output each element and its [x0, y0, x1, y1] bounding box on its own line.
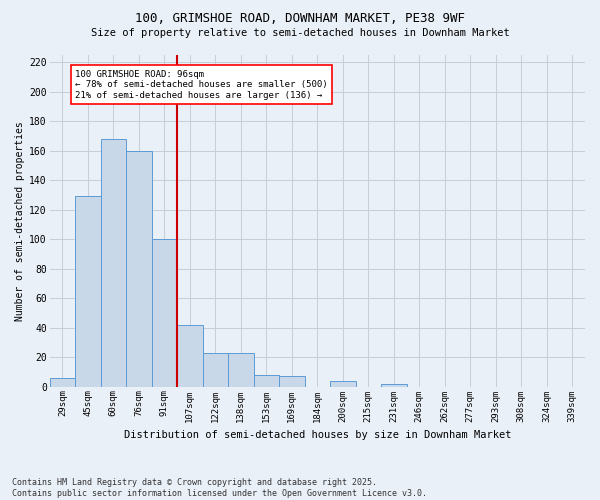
- Text: Size of property relative to semi-detached houses in Downham Market: Size of property relative to semi-detach…: [91, 28, 509, 38]
- Bar: [152, 239, 177, 386]
- Bar: [177, 324, 203, 386]
- Bar: [330, 380, 356, 386]
- Bar: [101, 139, 126, 386]
- Y-axis label: Number of semi-detached properties: Number of semi-detached properties: [15, 121, 25, 320]
- Bar: [126, 151, 152, 386]
- Bar: [279, 376, 305, 386]
- Bar: [50, 378, 75, 386]
- X-axis label: Distribution of semi-detached houses by size in Downham Market: Distribution of semi-detached houses by …: [124, 430, 511, 440]
- Bar: [381, 384, 407, 386]
- Text: 100, GRIMSHOE ROAD, DOWNHAM MARKET, PE38 9WF: 100, GRIMSHOE ROAD, DOWNHAM MARKET, PE38…: [135, 12, 465, 26]
- Bar: [254, 375, 279, 386]
- Text: 100 GRIMSHOE ROAD: 96sqm
← 78% of semi-detached houses are smaller (500)
21% of : 100 GRIMSHOE ROAD: 96sqm ← 78% of semi-d…: [75, 70, 328, 100]
- Bar: [228, 352, 254, 386]
- Bar: [75, 196, 101, 386]
- Bar: [203, 352, 228, 386]
- Text: Contains HM Land Registry data © Crown copyright and database right 2025.
Contai: Contains HM Land Registry data © Crown c…: [12, 478, 427, 498]
